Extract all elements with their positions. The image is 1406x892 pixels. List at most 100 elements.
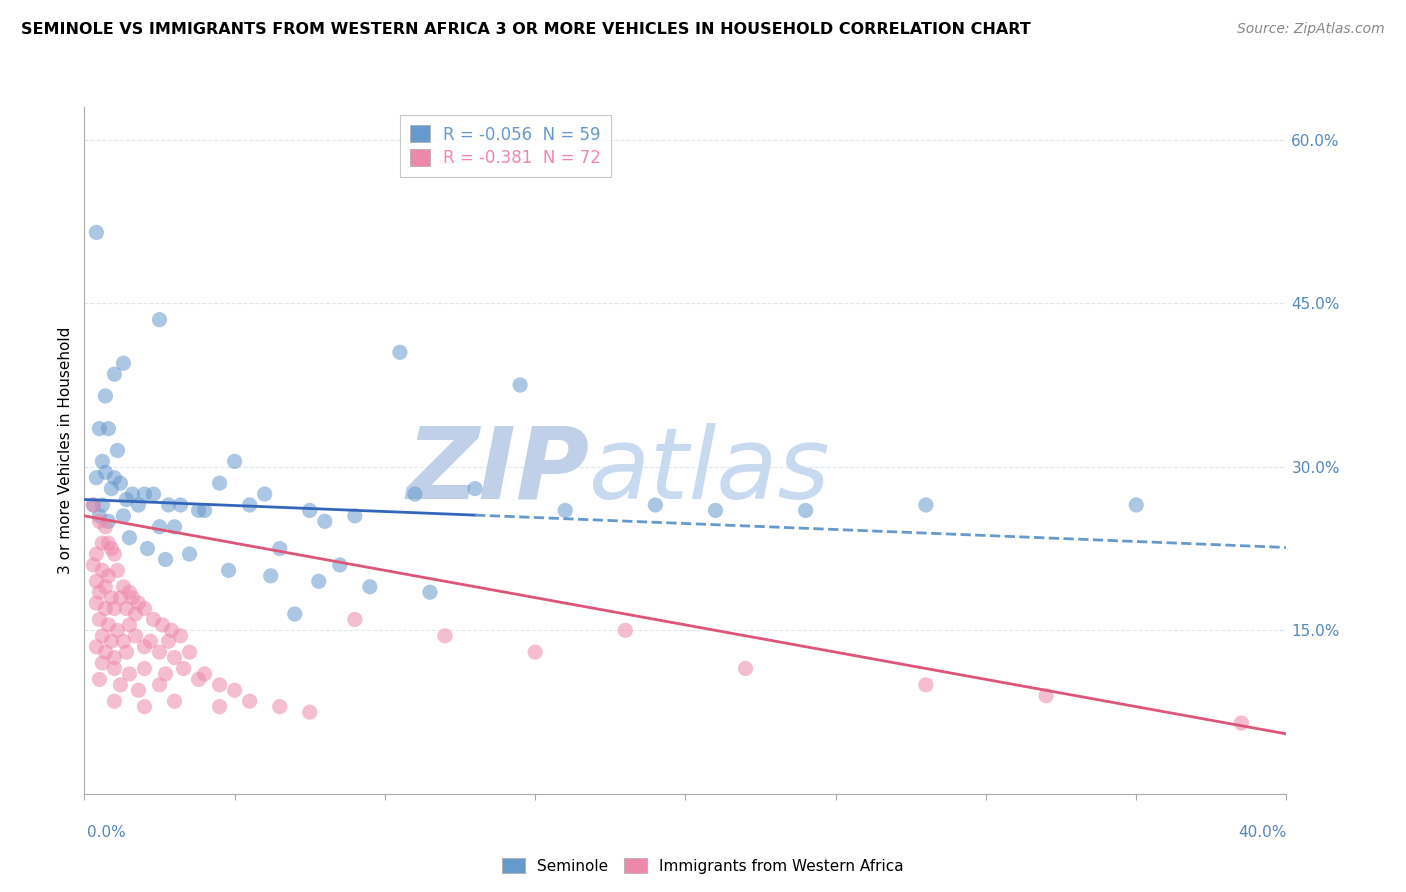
Point (142, 612, 165, 626)
Point (239, 498, 262, 512)
Point (124, 607, 146, 621)
Point (388, 345, 411, 359)
Point (179, 547, 201, 561)
Point (148, 645, 170, 659)
Point (915, 678, 938, 692)
Point (308, 574, 330, 589)
Point (100, 634, 122, 648)
Point (509, 378, 531, 392)
Point (152, 618, 174, 632)
Point (194, 667, 217, 681)
Point (86, 640, 108, 654)
Point (89, 612, 111, 626)
Point (134, 699, 156, 714)
Point (314, 514, 336, 528)
Point (734, 661, 756, 675)
Point (97, 618, 120, 632)
Point (163, 694, 186, 708)
Point (224, 454, 246, 468)
Point (94, 645, 117, 659)
Point (91, 656, 114, 670)
Point (284, 607, 307, 621)
Point (329, 558, 352, 572)
Point (91, 563, 114, 577)
Point (97, 514, 120, 528)
Point (343, 508, 366, 523)
Point (134, 661, 156, 675)
Point (260, 569, 283, 583)
Point (359, 580, 381, 594)
Point (208, 476, 231, 491)
Point (82, 558, 104, 572)
Point (103, 650, 125, 665)
Point (148, 312, 170, 326)
Point (187, 673, 209, 687)
Point (82, 498, 104, 512)
Point (103, 471, 125, 485)
Point (434, 629, 457, 643)
Point (239, 694, 262, 708)
Point (115, 492, 138, 507)
Point (298, 705, 321, 719)
Point (97, 536, 120, 550)
Point (86, 596, 108, 610)
Point (169, 629, 191, 643)
Point (91, 629, 114, 643)
Point (121, 487, 143, 501)
Point (89, 673, 111, 687)
Point (100, 591, 122, 605)
Point (127, 683, 149, 698)
Point (97, 422, 120, 436)
Text: Source: ZipAtlas.com: Source: ZipAtlas.com (1237, 22, 1385, 37)
Point (103, 661, 125, 675)
Point (112, 580, 135, 594)
Text: ZIP: ZIP (406, 423, 589, 519)
Point (89, 514, 111, 528)
Point (208, 699, 231, 714)
Point (419, 585, 441, 599)
Point (208, 678, 231, 692)
Point (163, 650, 186, 665)
Point (155, 667, 177, 681)
Point (91, 454, 114, 468)
Point (134, 640, 156, 654)
Point (103, 547, 125, 561)
Point (94, 465, 117, 479)
Point (142, 487, 165, 501)
Point (107, 624, 129, 638)
Point (82, 498, 104, 512)
Point (112, 508, 135, 523)
Point (118, 667, 141, 681)
Point (100, 482, 122, 496)
Point (915, 498, 938, 512)
Point (89, 422, 111, 436)
Point (89, 585, 111, 599)
Point (794, 503, 817, 517)
Text: 0.0%: 0.0% (87, 825, 127, 840)
Point (343, 612, 366, 626)
Point (118, 531, 141, 545)
Point (160, 624, 183, 638)
Text: SEMINOLE VS IMMIGRANTS FROM WESTERN AFRICA 3 OR MORE VEHICLES IN HOUSEHOLD CORRE: SEMINOLE VS IMMIGRANTS FROM WESTERN AFRI… (21, 22, 1031, 37)
Point (110, 476, 132, 491)
Point (121, 591, 143, 605)
Point (148, 520, 170, 534)
Point (1035, 689, 1057, 703)
Point (169, 498, 191, 512)
Point (118, 618, 141, 632)
Point (1125, 498, 1147, 512)
Point (218, 563, 240, 577)
Text: 40.0%: 40.0% (1239, 825, 1286, 840)
Point (173, 661, 195, 675)
Point (139, 634, 162, 648)
Point (110, 591, 132, 605)
Point (136, 541, 159, 556)
Point (127, 596, 149, 610)
Point (269, 699, 291, 714)
Point (100, 541, 122, 556)
Point (157, 634, 180, 648)
Point (194, 503, 217, 517)
Point (148, 678, 170, 692)
Point (94, 580, 117, 594)
Point (644, 498, 666, 512)
